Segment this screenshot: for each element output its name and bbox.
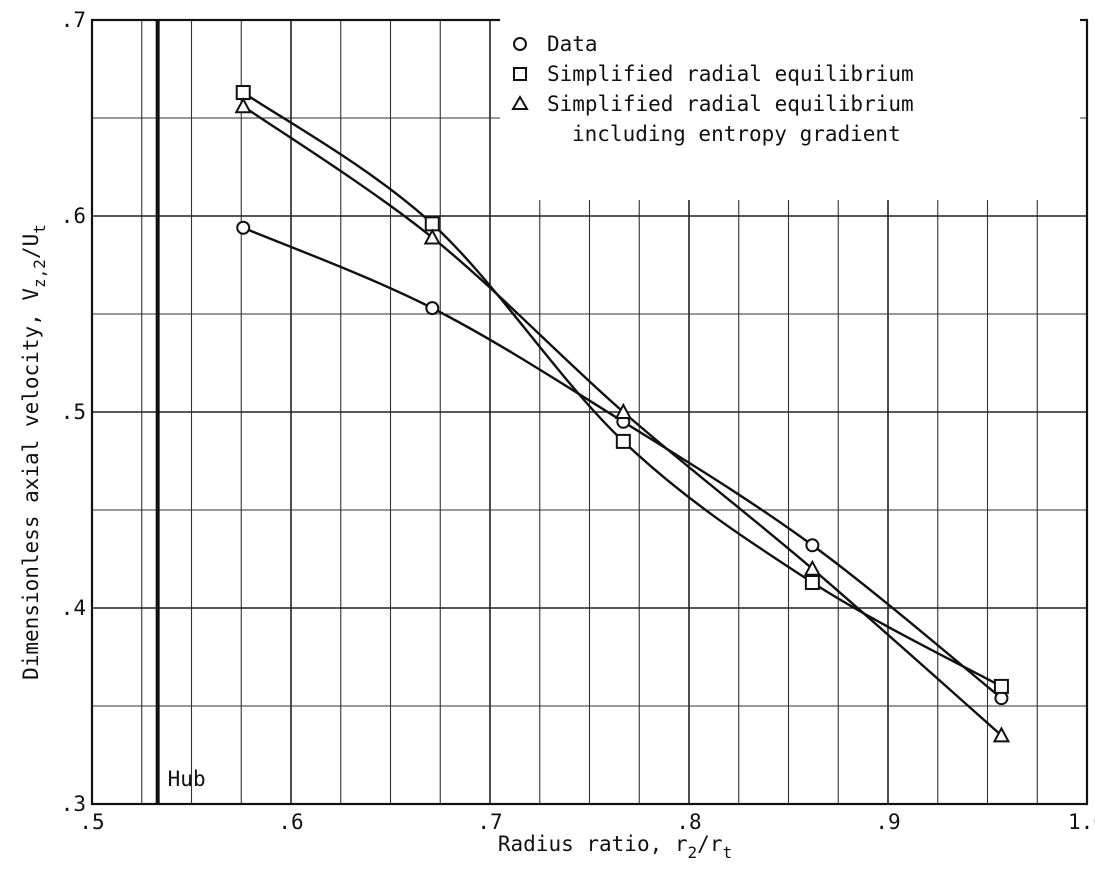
legend-circle-icon [513, 37, 527, 51]
series-group [234, 85, 1011, 743]
legend-entry-entropy-line2: including entropy gradient [572, 122, 901, 146]
y-tick-label: .5 [61, 400, 86, 424]
legend-entry-data: Data [547, 32, 598, 56]
x-tick-label: .6 [278, 810, 303, 834]
legend: Data Simplified radial equilibrium Simpl… [500, 18, 1080, 200]
y-tick-labels: .3 .4 .5 .6 .7 [61, 8, 86, 816]
hub-label: Hub [168, 767, 206, 791]
legend-triangle-icon [511, 95, 529, 110]
y-tick-label: .3 [61, 792, 86, 816]
data-point-square [615, 433, 631, 449]
data-point-square [235, 85, 251, 101]
y-tick-label: .4 [61, 596, 86, 620]
x-axis-label: Radius ratio, r2/rt [498, 832, 732, 862]
legend-entry-entropy-line1: Simplified radial equilibrium [547, 92, 914, 116]
data-point-triangle [992, 726, 1011, 743]
data-point-square [993, 678, 1009, 694]
y-tick-label: .7 [61, 8, 86, 32]
data-point-triangle [423, 228, 441, 245]
data-point-circle [805, 538, 820, 553]
y-tick-label: .6 [61, 204, 86, 228]
data-point-circle [236, 220, 251, 235]
data-point-square [424, 216, 440, 232]
x-tick-label: .9 [875, 810, 900, 834]
x-tick-labels: .5 .6 .7 .8 .9 1.0 [79, 810, 1095, 834]
legend-square-icon [513, 67, 527, 81]
data-point-circle [425, 301, 440, 316]
data-point-circle [994, 691, 1009, 706]
x-tick-label: .5 [79, 810, 104, 834]
legend-entry-simplified: Simplified radial equilibrium [547, 62, 914, 86]
data-point-square [804, 575, 820, 591]
data-point-triangle [803, 559, 822, 576]
x-tick-label: .7 [477, 810, 502, 834]
data-point-triangle [614, 402, 633, 419]
legend-background [500, 18, 1080, 200]
x-tick-label: .8 [676, 810, 701, 834]
data-point-triangle [234, 97, 252, 114]
y-axis-label: Dimensionless axial velocity, Vz,2/Ut [19, 224, 49, 680]
x-tick-label: 1.0 [1068, 810, 1095, 834]
